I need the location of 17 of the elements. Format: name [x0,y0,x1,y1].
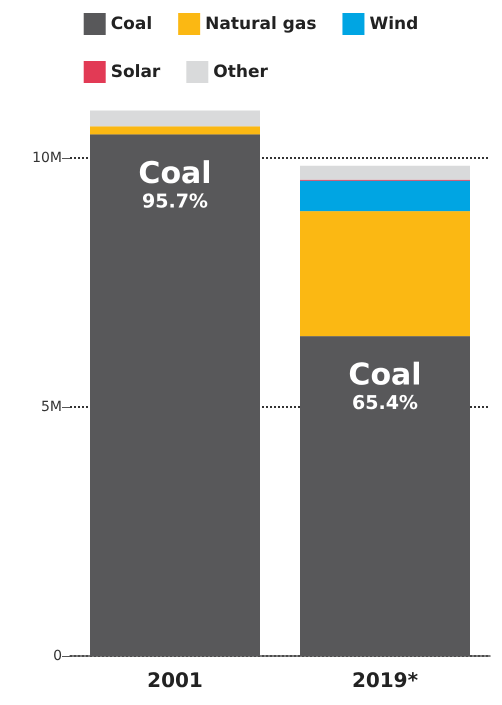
bar [90,126,260,134]
bar [90,110,260,126]
legend-label: Solar [110,62,161,82]
legend-label: Coal [110,14,152,34]
y-tick-label: 10M [32,150,62,166]
data-label: Coal 95.7% [138,156,212,212]
x-tick-label: 2001 [147,668,203,692]
data-label: Coal 65.4% [348,358,422,414]
bar [300,166,470,180]
bar [300,211,470,336]
bar [300,180,470,212]
x-tick-label: 2019* [352,668,419,692]
legend-label: Wind [369,14,418,34]
y-tick-label: 5M [41,398,62,415]
legend-label: Natural gas [205,14,316,34]
y-tick-label: 0 [53,648,62,664]
legend-label: Other [213,62,269,82]
